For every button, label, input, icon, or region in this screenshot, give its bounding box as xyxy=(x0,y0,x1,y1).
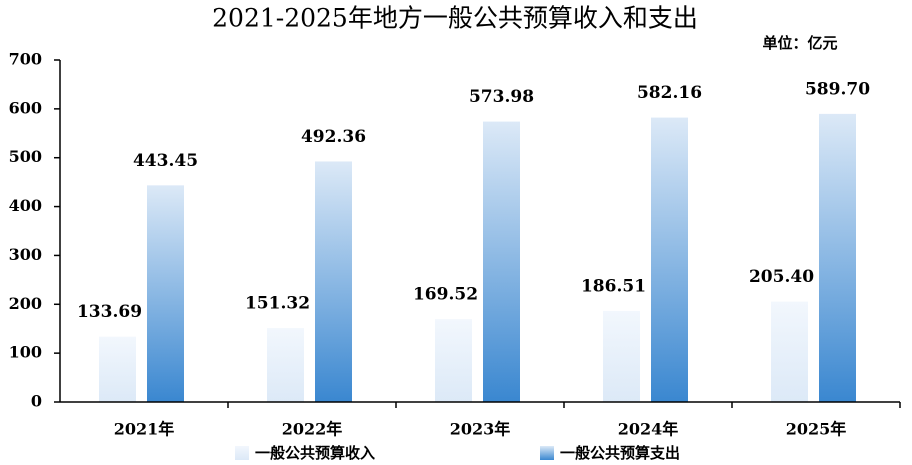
value-label: 492.36 xyxy=(301,127,366,147)
bar xyxy=(267,328,304,402)
x-tick-label: 2023年 xyxy=(450,420,511,439)
y-tick-label: 300 xyxy=(9,245,42,264)
value-label: 205.40 xyxy=(749,267,814,287)
legend-label: 一般公共预算支出 xyxy=(560,444,680,462)
value-label: 169.52 xyxy=(413,285,478,305)
y-tick-label: 700 xyxy=(9,50,42,69)
value-label: 151.32 xyxy=(245,294,310,314)
value-label: 589.70 xyxy=(805,79,870,99)
bar xyxy=(651,117,688,403)
y-tick-label: 200 xyxy=(9,294,42,313)
y-tick-label: 0 xyxy=(31,392,42,411)
bar xyxy=(603,310,640,402)
x-tick-label: 2021年 xyxy=(114,420,175,439)
chart-title: 2021-2025年地方一般公共预算收入和支出 xyxy=(212,4,698,33)
bar xyxy=(315,161,352,402)
y-tick-label: 400 xyxy=(9,196,42,215)
x-tick-label: 2024年 xyxy=(618,420,679,439)
legend-swatch xyxy=(235,446,249,460)
legend-label: 一般公共预算收入 xyxy=(255,444,375,462)
value-label: 133.69 xyxy=(77,302,142,322)
y-tick-label: 500 xyxy=(9,147,42,166)
bar xyxy=(819,113,856,402)
bar xyxy=(771,301,808,402)
x-tick-label: 2022年 xyxy=(282,420,343,439)
legend-swatch xyxy=(540,446,554,460)
value-label: 443.45 xyxy=(133,151,198,171)
x-tick-label: 2025年 xyxy=(786,420,847,439)
y-tick-label: 600 xyxy=(9,98,42,117)
value-label: 582.16 xyxy=(637,83,702,103)
bar xyxy=(435,319,472,402)
bar xyxy=(483,121,520,403)
value-label: 573.98 xyxy=(469,87,534,107)
unit-label: 单位：亿元 xyxy=(762,34,837,52)
bar xyxy=(147,185,184,402)
y-tick-label: 100 xyxy=(9,343,42,362)
value-label: 186.51 xyxy=(581,276,646,296)
bar xyxy=(99,336,136,402)
